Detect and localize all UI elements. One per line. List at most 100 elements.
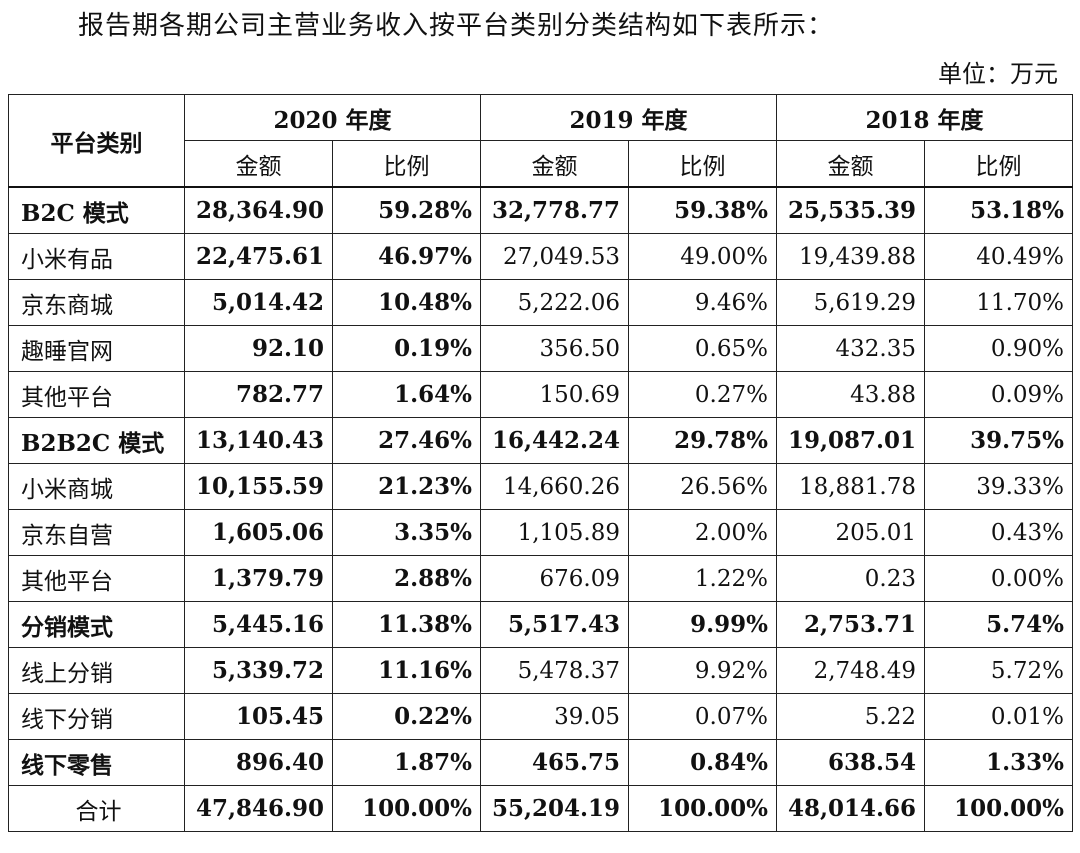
amount-header: 金额 [776, 140, 925, 188]
ratio-cell: 11.38% [332, 601, 481, 648]
amount-cell: 55,204.19 [480, 785, 629, 832]
row-label: 线下零售 [8, 739, 185, 786]
ratio-cell: 59.28% [332, 186, 481, 234]
ratio-cell: 0.22% [332, 693, 481, 740]
ratio-cell: 1.22% [628, 555, 777, 602]
ratio-cell: 5.72% [924, 647, 1073, 694]
table-row: 线上分销 5,339.72 11.16% 5,478.37 9.92% 2,748.49 5… [8, 647, 1073, 694]
ratio-cell: 1.33% [924, 739, 1073, 786]
amount-cell: 43.88 [776, 371, 925, 418]
amount-cell: 5,339.72 [184, 647, 333, 694]
row-label: 趣睡官网 [8, 325, 185, 372]
ratio-cell: 11.70% [924, 279, 1073, 326]
ratio-cell: 27.46% [332, 417, 481, 464]
row-label: 其他平台 [8, 555, 185, 602]
ratio-cell: 2.88% [332, 555, 481, 602]
amount-cell: 28,364.90 [184, 186, 333, 234]
ratio-header: 比例 [332, 140, 481, 188]
amount-cell: 5,517.43 [480, 601, 629, 648]
amount-cell: 5,619.29 [776, 279, 925, 326]
amount-cell: 48,014.66 [776, 785, 925, 832]
ratio-cell: 0.09% [924, 371, 1073, 418]
amount-cell: 676.09 [480, 555, 629, 602]
amount-header: 金额 [480, 140, 629, 188]
row-label: 京东自营 [8, 509, 185, 556]
row-label: 分销模式 [8, 601, 185, 648]
ratio-cell: 49.00% [628, 233, 777, 280]
amount-cell: 356.50 [480, 325, 629, 372]
ratio-cell: 0.01% [924, 693, 1073, 740]
row-label: 京东商城 [8, 279, 185, 326]
amount-cell: 1,379.79 [184, 555, 333, 602]
amount-cell: 13,140.43 [184, 417, 333, 464]
ratio-cell: 0.27% [628, 371, 777, 418]
amount-cell: 638.54 [776, 739, 925, 786]
row-label: 合计 [8, 785, 185, 832]
amount-cell: 16,442.24 [480, 417, 629, 464]
table-row: 京东商城 5,014.42 10.48% 5,222.06 9.46% 5,619.29 1… [8, 279, 1073, 326]
amount-cell: 92.10 [184, 325, 333, 372]
ratio-cell: 39.33% [924, 463, 1073, 510]
table-row: 趣睡官网 92.10 0.19% 356.50 0.65% 432.35 0.90% [8, 325, 1073, 372]
ratio-cell: 0.43% [924, 509, 1073, 556]
table-row: B2C 模式 28,364.90 59.28% 32,778.77 59.38% 25,5… [8, 186, 1073, 234]
amount-cell: 22,475.61 [184, 233, 333, 280]
ratio-cell: 29.78% [628, 417, 777, 464]
year-header-2020: 2020 年度 [184, 94, 481, 141]
amount-cell: 47,846.90 [184, 785, 333, 832]
ratio-header: 比例 [924, 140, 1073, 188]
table-row: 合计 47,846.90 100.00% 55,204.19 100.00% 48,014… [8, 785, 1073, 832]
ratio-cell: 10.48% [332, 279, 481, 326]
amount-cell: 465.75 [480, 739, 629, 786]
amount-cell: 0.23 [776, 555, 925, 602]
table-row: 其他平台 1,379.79 2.88% 676.09 1.22% 0.23 0.00% [8, 555, 1073, 602]
ratio-cell: 5.74% [924, 601, 1073, 648]
amount-cell: 5,222.06 [480, 279, 629, 326]
amount-cell: 432.35 [776, 325, 925, 372]
ratio-cell: 0.65% [628, 325, 777, 372]
ratio-cell: 0.84% [628, 739, 777, 786]
ratio-cell: 0.00% [924, 555, 1073, 602]
row-label: 线上分销 [8, 647, 185, 694]
amount-cell: 18,881.78 [776, 463, 925, 510]
row-label: 线下分销 [8, 693, 185, 740]
ratio-cell: 40.49% [924, 233, 1073, 280]
amount-cell: 2,748.49 [776, 647, 925, 694]
amount-cell: 27,049.53 [480, 233, 629, 280]
ratio-cell: 11.16% [332, 647, 481, 694]
amount-header: 金额 [184, 140, 333, 188]
table-row: 小米有品 22,475.61 46.97% 27,049.53 49.00% 19,439… [8, 233, 1073, 280]
amount-cell: 5.22 [776, 693, 925, 740]
year-header-2018: 2018 年度 [776, 94, 1073, 141]
ratio-cell: 39.75% [924, 417, 1073, 464]
row-label: B2B2C 模式 [8, 417, 185, 464]
ratio-header: 比例 [628, 140, 777, 188]
ratio-cell: 100.00% [924, 785, 1073, 832]
amount-cell: 105.45 [184, 693, 333, 740]
amount-cell: 5,445.16 [184, 601, 333, 648]
ratio-cell: 21.23% [332, 463, 481, 510]
amount-cell: 19,087.01 [776, 417, 925, 464]
amount-cell: 5,478.37 [480, 647, 629, 694]
ratio-cell: 0.07% [628, 693, 777, 740]
amount-cell: 39.05 [480, 693, 629, 740]
amount-cell: 10,155.59 [184, 463, 333, 510]
ratio-cell: 26.56% [628, 463, 777, 510]
amount-cell: 32,778.77 [480, 186, 629, 234]
amount-cell: 896.40 [184, 739, 333, 786]
amount-cell: 1,105.89 [480, 509, 629, 556]
amount-cell: 25,535.39 [776, 186, 925, 234]
ratio-cell: 0.90% [924, 325, 1073, 372]
table-row: 线下分销 105.45 0.22% 39.05 0.07% 5.22 0.01% [8, 693, 1073, 740]
amount-cell: 205.01 [776, 509, 925, 556]
amount-cell: 19,439.88 [776, 233, 925, 280]
ratio-cell: 100.00% [332, 785, 481, 832]
table-row: 分销模式 5,445.16 11.38% 5,517.43 9.99% 2,753.71 5… [8, 601, 1073, 648]
intro-text: 报告期各期公司主营业务收入按平台类别分类结构如下表所示： [78, 11, 835, 41]
table-row: 线下零售 896.40 1.87% 465.75 0.84% 638.54 1.33% [8, 739, 1073, 786]
row-label: 其他平台 [8, 371, 185, 418]
year-header-2019: 2019 年度 [480, 94, 777, 141]
ratio-cell: 100.00% [628, 785, 777, 832]
ratio-cell: 1.64% [332, 371, 481, 418]
ratio-cell: 9.46% [628, 279, 777, 326]
